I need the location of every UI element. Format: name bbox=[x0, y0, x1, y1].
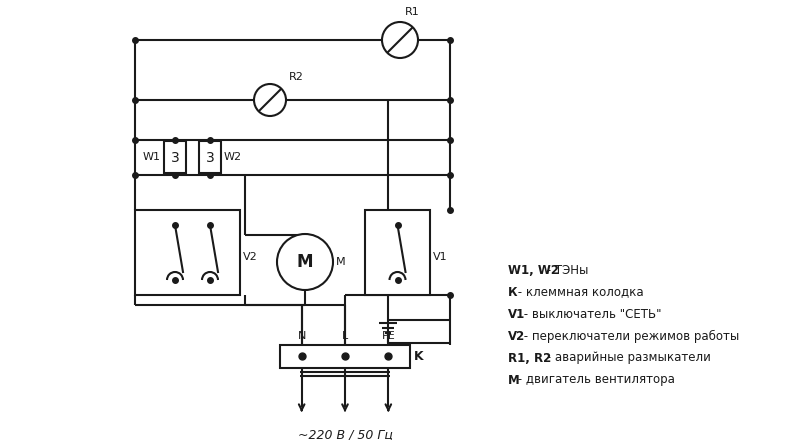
Bar bbox=[365, 210, 430, 295]
Text: K: K bbox=[414, 350, 424, 363]
Circle shape bbox=[382, 22, 418, 58]
Text: 3: 3 bbox=[206, 150, 214, 165]
Text: M: M bbox=[297, 253, 314, 271]
Text: R2: R2 bbox=[289, 72, 304, 82]
Text: М: М bbox=[508, 374, 520, 386]
Text: L: L bbox=[342, 331, 348, 341]
Circle shape bbox=[254, 84, 286, 116]
Text: PE: PE bbox=[382, 331, 395, 341]
Text: W2: W2 bbox=[224, 153, 242, 162]
Text: - клеммная колодка: - клеммная колодка bbox=[514, 286, 643, 298]
Text: W1: W1 bbox=[143, 153, 161, 162]
Text: - ТЭНы: - ТЭНы bbox=[542, 264, 588, 276]
Text: M: M bbox=[336, 257, 346, 267]
Bar bbox=[164, 142, 186, 173]
Text: V2: V2 bbox=[243, 252, 258, 262]
Text: R1: R1 bbox=[405, 7, 420, 17]
Text: V1: V1 bbox=[508, 308, 526, 320]
Text: W1, W2: W1, W2 bbox=[508, 264, 559, 276]
Text: ~220 В / 50 Гц: ~220 В / 50 Гц bbox=[298, 428, 393, 440]
Text: - переключатели режимов работы: - переключатели режимов работы bbox=[520, 330, 739, 343]
Bar bbox=[280, 345, 410, 368]
Text: N: N bbox=[298, 331, 306, 341]
Text: R1, R2: R1, R2 bbox=[508, 352, 551, 364]
Text: - выключатель "СЕТЬ": - выключатель "СЕТЬ" bbox=[520, 308, 661, 320]
Text: V2: V2 bbox=[508, 330, 526, 342]
Bar bbox=[135, 210, 240, 295]
Text: - двигатель вентилятора: - двигатель вентилятора bbox=[514, 374, 674, 386]
Bar bbox=[199, 142, 221, 173]
Circle shape bbox=[277, 234, 333, 290]
Text: V1: V1 bbox=[433, 252, 448, 262]
Text: 3: 3 bbox=[170, 150, 179, 165]
Text: - аварийные размыкатели: - аварийные размыкатели bbox=[542, 352, 710, 364]
Text: К: К bbox=[508, 286, 518, 298]
